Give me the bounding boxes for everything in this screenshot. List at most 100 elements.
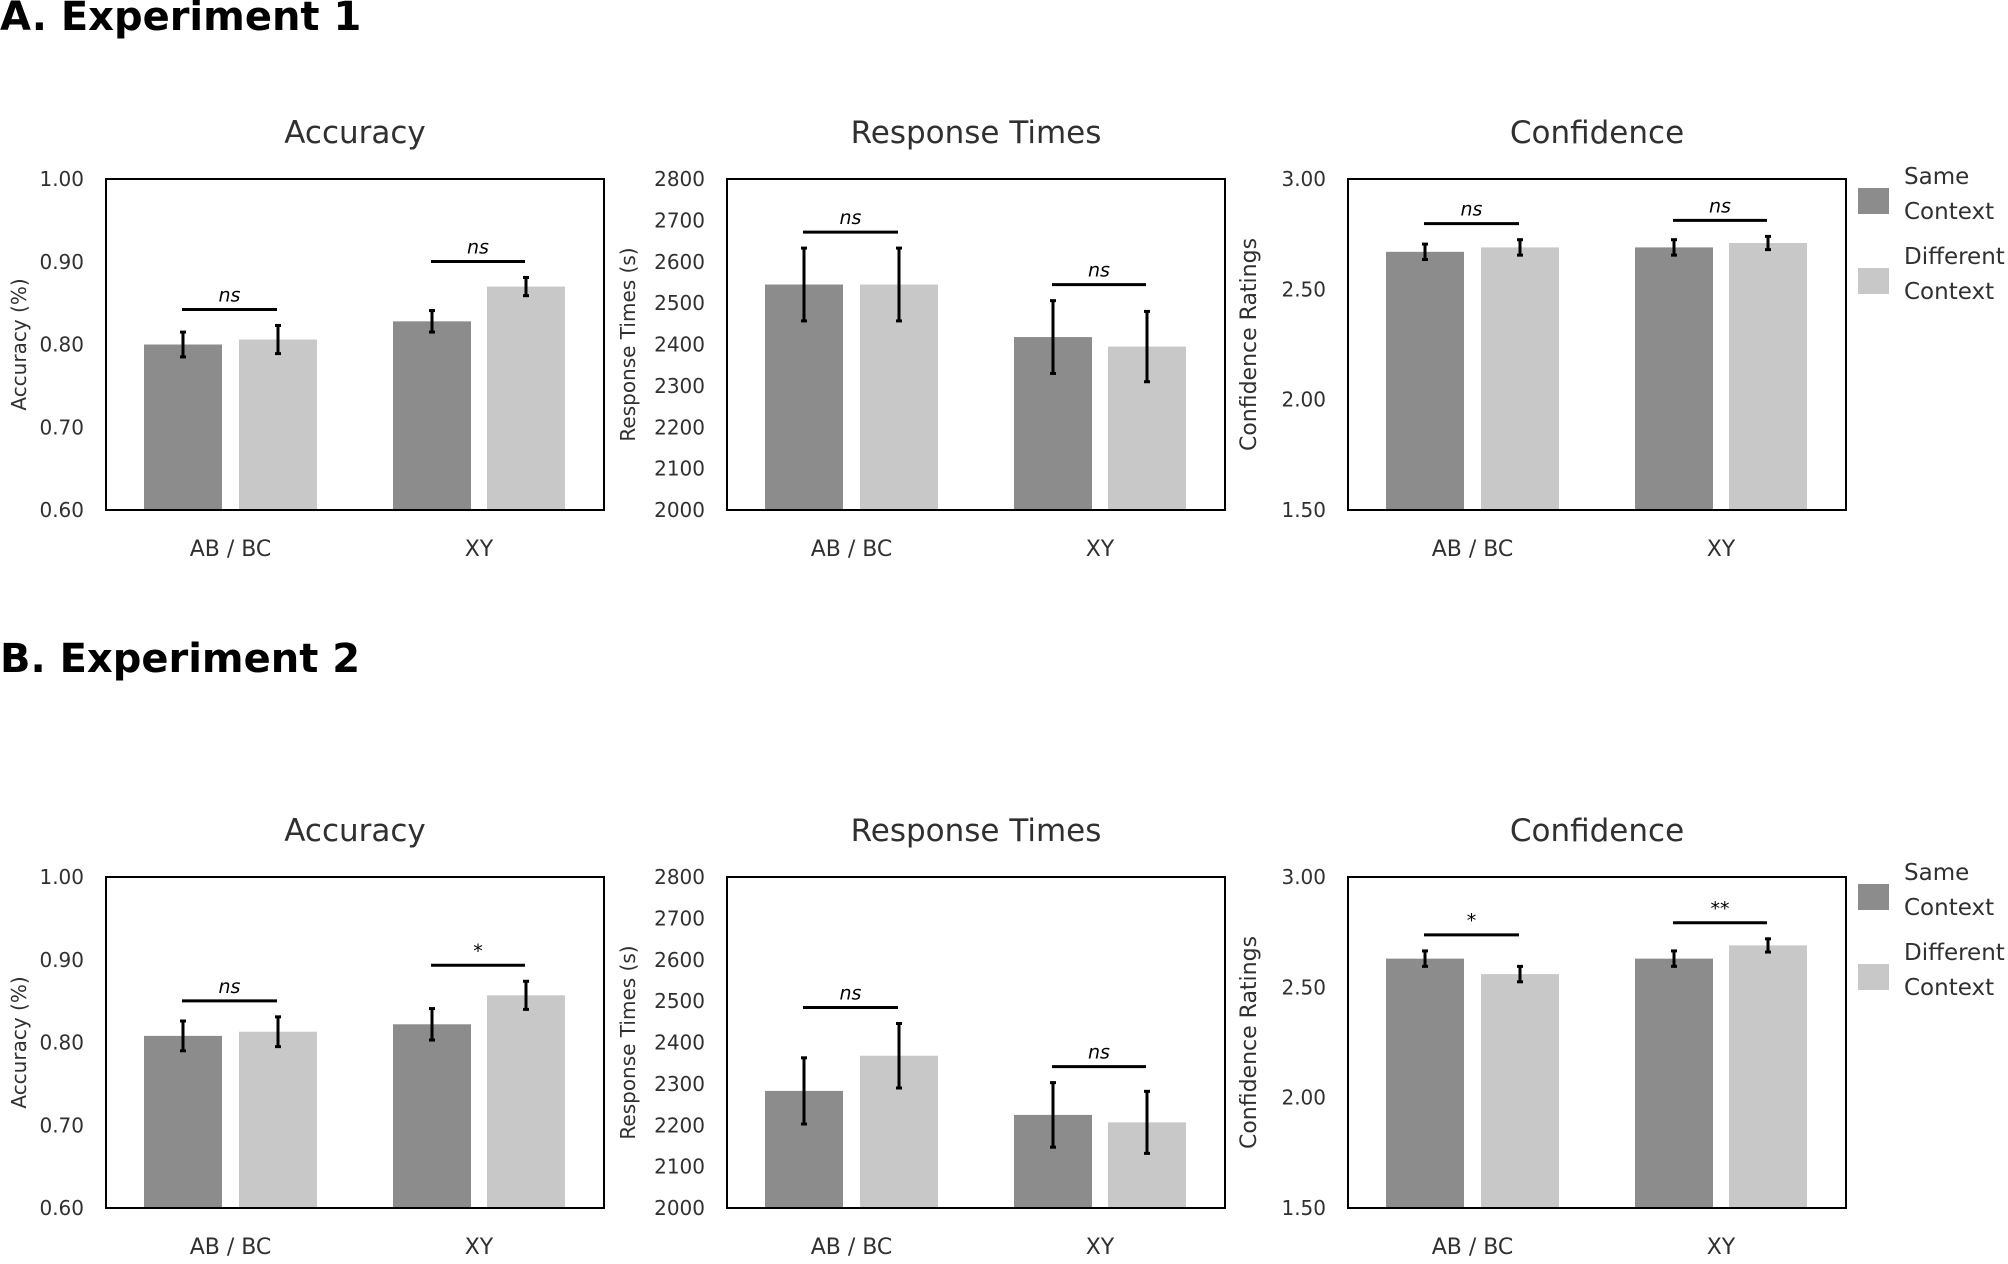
- legend-label: Same: [1904, 164, 1969, 190]
- significance-label: ns: [1088, 1042, 1110, 1064]
- y-tick-label: 2200: [654, 1113, 705, 1137]
- chart-panel: Response Times 2000 2100 2200 2300 2400 2500 26…: [616, 115, 1226, 562]
- y-axis-label: Response Times (s): [616, 945, 640, 1139]
- plot-frame: [726, 876, 1226, 1209]
- x-category-label: XY: [1707, 537, 1736, 562]
- y-axis-label: Accuracy (%): [7, 278, 31, 410]
- significance-label: *: [473, 940, 483, 962]
- legend-swatch-different: [1858, 964, 1889, 990]
- chart-title: Accuracy: [284, 813, 426, 849]
- y-axis-label: Response Times (s): [616, 247, 640, 441]
- x-category-label: XY: [1707, 1235, 1736, 1260]
- y-tick-label: 0.70: [39, 1113, 84, 1137]
- legend-label: Context: [1904, 199, 1994, 225]
- chart-title: Response Times: [851, 813, 1102, 849]
- bar-same-context: [1635, 958, 1713, 1208]
- legend-label: Different: [1904, 940, 2005, 966]
- y-tick-label: 2500: [654, 989, 705, 1013]
- y-tick-label: 2500: [654, 291, 705, 315]
- y-tick-label: 1.50: [1281, 498, 1326, 522]
- y-tick-label: 2700: [654, 906, 705, 930]
- legend: Same Context Different Context: [1858, 860, 2005, 1001]
- chart-panel: Response Times 2000 2100 2200 2300 2400 2500 26…: [616, 813, 1226, 1260]
- y-tick-label: 3.00: [1281, 865, 1326, 889]
- x-category-label: XY: [465, 1235, 494, 1260]
- x-category-label: XY: [1086, 537, 1115, 562]
- bar-different-context: [487, 995, 565, 1208]
- plot-frame: [1347, 178, 1847, 511]
- chart-title: Accuracy: [284, 115, 426, 151]
- y-tick-label: 2.00: [1281, 1086, 1326, 1110]
- y-tick-label: 2600: [654, 948, 705, 972]
- plot-frame: [726, 178, 1226, 511]
- y-tick-label: 1.50: [1281, 1196, 1326, 1220]
- y-tick-label: 1.00: [39, 167, 84, 191]
- significance-label: ns: [467, 236, 489, 258]
- section-heading: A. Experiment 1: [0, 0, 361, 40]
- y-tick-label: 2700: [654, 208, 705, 232]
- plot-frame: [105, 876, 605, 1209]
- y-tick-label: 3.00: [1281, 167, 1326, 191]
- y-tick-label: 0.90: [39, 250, 84, 274]
- plot-frame: [1347, 876, 1847, 1209]
- chart-panel: Confidence 1.50 2.00 2.50 3.00 Confidence Rat…: [1237, 813, 1847, 1260]
- legend-label: Different: [1904, 244, 2005, 270]
- y-tick-label: 0.80: [39, 333, 84, 357]
- x-category-label: AB / BC: [1432, 537, 1514, 562]
- y-axis-label: Accuracy (%): [7, 976, 31, 1108]
- bar-same-context: [1635, 247, 1713, 510]
- bar-same-context: [144, 1035, 222, 1208]
- y-axis-label: Confidence Ratings: [1237, 238, 1262, 451]
- y-tick-label: 2000: [654, 498, 705, 522]
- chart-title: Confidence: [1510, 813, 1684, 849]
- x-category-label: AB / BC: [811, 1235, 893, 1260]
- y-tick-label: 2300: [654, 374, 705, 398]
- x-category-label: XY: [1086, 1235, 1115, 1260]
- significance-label: ns: [1709, 195, 1731, 217]
- legend: Same Context Different Context: [1858, 164, 2005, 305]
- chart-panel: Accuracy 0.60 0.70 0.80 0.90 1.00 Accuracy (%)…: [7, 115, 605, 562]
- y-tick-label: 2000: [654, 1196, 705, 1220]
- x-category-label: AB / BC: [811, 537, 893, 562]
- y-tick-label: 2200: [654, 415, 705, 439]
- bar-different-context: [1729, 242, 1807, 510]
- y-tick-label: 2.50: [1281, 277, 1326, 301]
- y-tick-label: 2800: [654, 865, 705, 889]
- y-tick-label: 2800: [654, 167, 705, 191]
- significance-label: **: [1711, 898, 1730, 920]
- bar-different-context: [1481, 247, 1559, 510]
- y-tick-label: 2400: [654, 333, 705, 357]
- significance-label: ns: [840, 982, 862, 1004]
- bar-same-context: [144, 344, 222, 510]
- chart-title: Confidence: [1510, 115, 1684, 151]
- chart-panel: Confidence 1.50 2.00 2.50 3.00 Confidence Rat…: [1237, 115, 1847, 562]
- x-category-label: XY: [465, 537, 494, 562]
- bar-different-context: [1729, 945, 1807, 1208]
- y-tick-label: 2400: [654, 1031, 705, 1055]
- bar-different-context: [487, 286, 565, 510]
- x-category-label: AB / BC: [190, 537, 272, 562]
- x-category-label: AB / BC: [1432, 1235, 1514, 1260]
- y-tick-label: 0.90: [39, 948, 84, 972]
- chart-panel: Accuracy 0.60 0.70 0.80 0.90 1.00 Accuracy (%)…: [7, 813, 605, 1260]
- y-tick-label: 2100: [654, 1155, 705, 1179]
- significance-label: *: [1467, 910, 1477, 932]
- y-tick-label: 2100: [654, 457, 705, 481]
- legend-swatch-same: [1858, 884, 1889, 910]
- legend-swatch-same: [1858, 188, 1889, 214]
- bar-same-context: [393, 321, 471, 510]
- y-tick-label: 0.60: [39, 1196, 84, 1220]
- significance-label: ns: [1461, 199, 1483, 221]
- legend-label: Context: [1904, 975, 1994, 1001]
- significance-label: ns: [219, 284, 241, 306]
- y-tick-label: 0.60: [39, 498, 84, 522]
- legend-swatch-different: [1858, 268, 1889, 294]
- significance-label: ns: [840, 207, 862, 229]
- y-tick-label: 0.80: [39, 1031, 84, 1055]
- y-tick-label: 2.50: [1281, 975, 1326, 999]
- section-heading: B. Experiment 2: [0, 636, 360, 682]
- significance-label: ns: [1088, 260, 1110, 282]
- bar-same-context: [1386, 958, 1464, 1208]
- y-tick-label: 2300: [654, 1072, 705, 1096]
